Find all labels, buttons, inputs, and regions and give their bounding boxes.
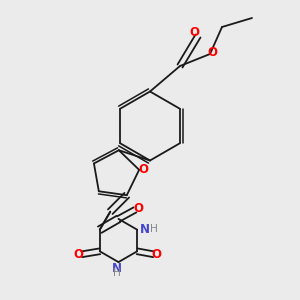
Text: O: O (152, 248, 162, 261)
Text: H: H (113, 268, 121, 278)
Text: H: H (150, 224, 158, 234)
Text: O: O (139, 163, 148, 176)
Text: O: O (189, 26, 200, 40)
Text: O: O (133, 202, 143, 215)
Text: O: O (207, 46, 218, 59)
Text: N: N (112, 262, 122, 275)
Text: N: N (140, 223, 150, 236)
Text: O: O (74, 248, 84, 261)
